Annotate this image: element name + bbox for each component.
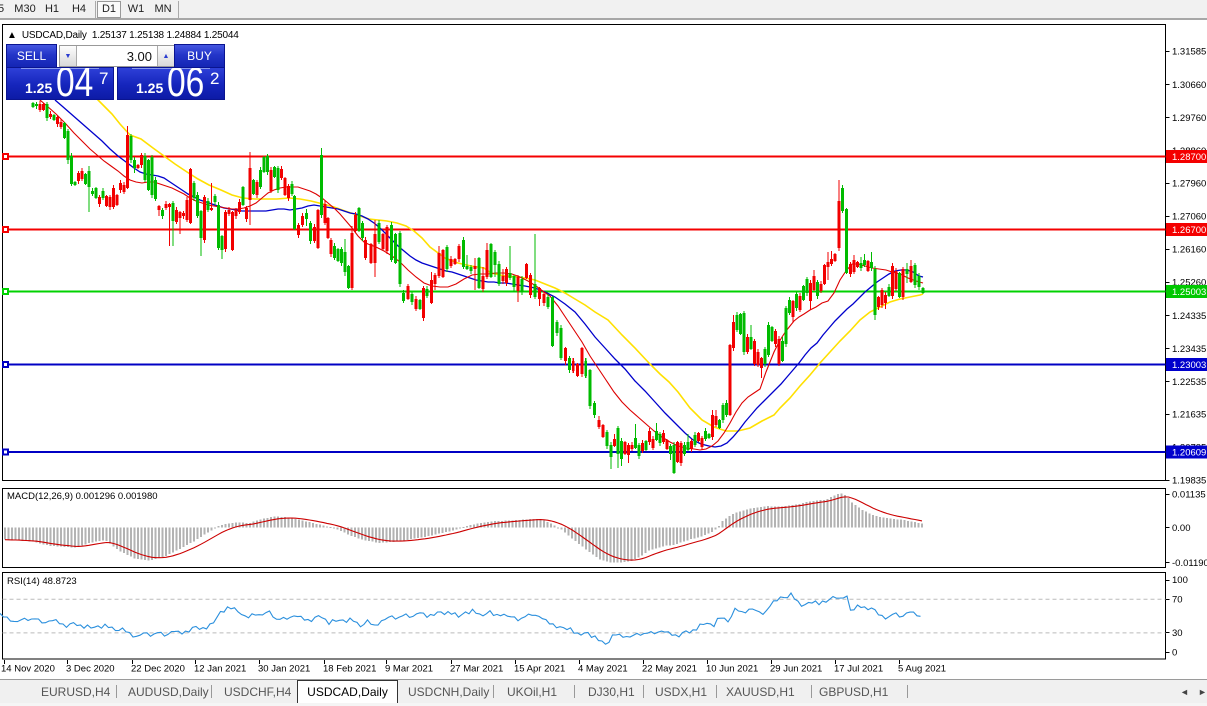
svg-text:1.25260: 1.25260: [1172, 277, 1206, 288]
svg-text:1.26700: 1.26700: [1172, 225, 1206, 236]
svg-text:18 Feb 2021: 18 Feb 2021: [323, 664, 376, 675]
svg-text:29 Jun 2021: 29 Jun 2021: [770, 664, 822, 675]
svg-text:17 Jul 2021: 17 Jul 2021: [834, 664, 883, 675]
svg-text:0: 0: [1172, 648, 1177, 659]
svg-text:5 Aug 2021: 5 Aug 2021: [898, 664, 946, 675]
svg-text:1.28700: 1.28700: [1172, 152, 1206, 163]
svg-text:22 May 2021: 22 May 2021: [642, 664, 697, 675]
svg-text:1.27960: 1.27960: [1172, 179, 1206, 190]
svg-text:1.25003: 1.25003: [1172, 287, 1206, 298]
svg-text:1.26160: 1.26160: [1172, 244, 1206, 255]
svg-text:1.27060: 1.27060: [1172, 212, 1206, 223]
svg-text:70: 70: [1172, 595, 1183, 606]
svg-text:15 Apr 2021: 15 Apr 2021: [514, 664, 565, 675]
svg-text:10 Jun 2021: 10 Jun 2021: [706, 664, 758, 675]
svg-text:-0.011904: -0.011904: [1172, 558, 1207, 569]
svg-text:1.30660: 1.30660: [1172, 80, 1206, 91]
svg-text:1.23435: 1.23435: [1172, 344, 1206, 355]
svg-text:27 Mar 2021: 27 Mar 2021: [450, 664, 503, 675]
svg-text:100: 100: [1172, 575, 1188, 586]
svg-text:1.24335: 1.24335: [1172, 311, 1206, 322]
svg-text:1.22535: 1.22535: [1172, 377, 1206, 388]
svg-text:12 Jan 2021: 12 Jan 2021: [194, 664, 246, 675]
svg-text:1.21635: 1.21635: [1172, 410, 1206, 421]
svg-text:9 Mar 2021: 9 Mar 2021: [385, 664, 433, 675]
svg-text:1.31585: 1.31585: [1172, 46, 1206, 57]
svg-text:1.29760: 1.29760: [1172, 113, 1206, 124]
svg-text:1.23003: 1.23003: [1172, 360, 1206, 371]
svg-text:22 Dec 2020: 22 Dec 2020: [131, 664, 185, 675]
svg-text:30 Jan 2021: 30 Jan 2021: [258, 664, 310, 675]
svg-text:30: 30: [1172, 628, 1183, 639]
svg-text:3 Dec 2020: 3 Dec 2020: [66, 664, 115, 675]
svg-text:4 May 2021: 4 May 2021: [578, 664, 628, 675]
svg-text:0.00: 0.00: [1172, 523, 1191, 534]
svg-text:1.19835: 1.19835: [1172, 475, 1206, 486]
svg-text:MACD(12,26,9) 0.001296 0.00198: MACD(12,26,9) 0.001296 0.001980: [7, 491, 158, 502]
svg-text:1.20609: 1.20609: [1172, 448, 1206, 459]
svg-text:14 Nov 2020: 14 Nov 2020: [1, 664, 55, 675]
svg-text:RSI(14) 48.8723: RSI(14) 48.8723: [7, 576, 77, 587]
svg-text:0.01135: 0.01135: [1172, 489, 1206, 500]
